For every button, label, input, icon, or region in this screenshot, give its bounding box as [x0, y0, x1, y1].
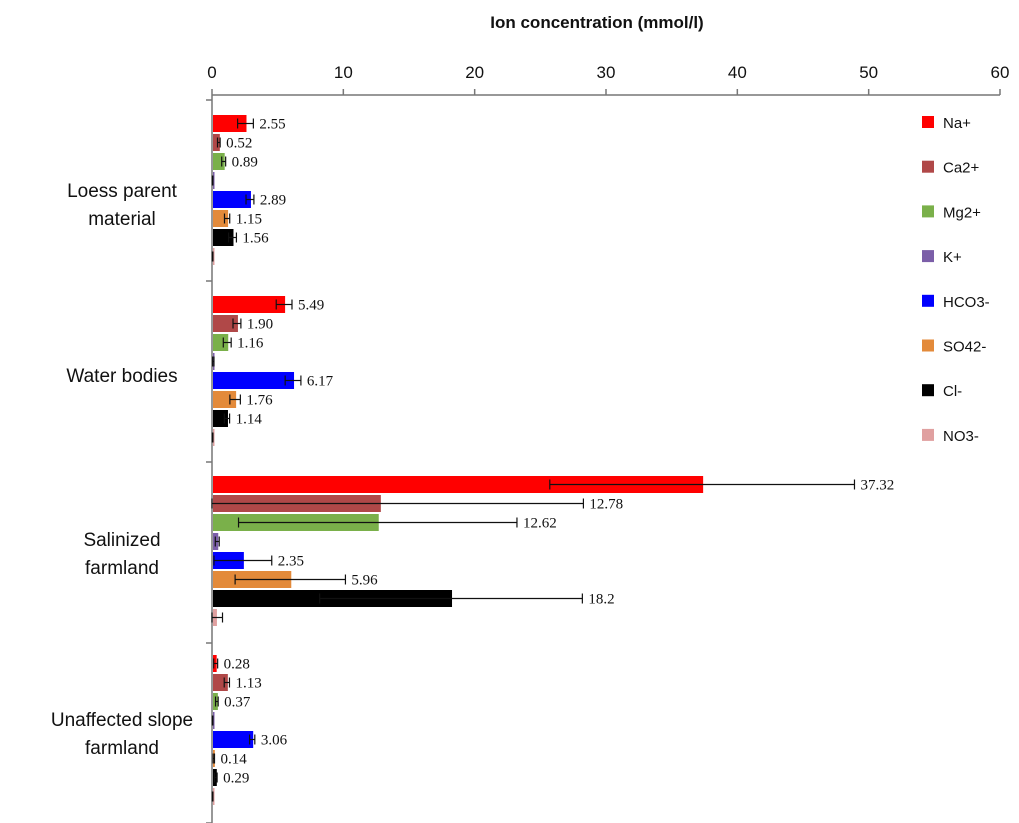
- legend-swatch: [922, 339, 934, 352]
- x-tick-label: 20: [465, 63, 484, 82]
- category-label: Unaffected slope: [51, 710, 193, 731]
- x-tick-label: 60: [991, 63, 1010, 82]
- data-label: 5.49: [298, 298, 324, 314]
- category-label: Salinized: [83, 530, 160, 551]
- axis-title: Ion concentration (mmol/l): [490, 13, 703, 32]
- bar: [213, 172, 215, 189]
- category-label: material: [88, 209, 156, 230]
- bar: [213, 153, 225, 170]
- data-label: 37.32: [860, 478, 894, 494]
- data-label: 2.89: [260, 193, 286, 209]
- data-label: 0.14: [220, 752, 247, 768]
- legend-label: Ca2+: [943, 160, 980, 177]
- data-label: 0.29: [223, 771, 249, 787]
- x-tick-label: 0: [207, 63, 216, 82]
- data-label: 1.15: [236, 212, 262, 228]
- x-axis: 0 10 20 30 40 50 60: [207, 63, 1010, 96]
- data-label: 5.96: [351, 573, 378, 589]
- data-label: 1.76: [246, 393, 273, 409]
- bar: [213, 296, 286, 313]
- data-label: 3.06: [261, 733, 288, 749]
- data-label: 0.89: [232, 155, 258, 171]
- x-tick-label: 10: [334, 63, 353, 82]
- legend: Na+ Ca2+ Mg2+ K+ HCO3- SO42- Cl- NO3-: [922, 115, 990, 445]
- y-axis: Loess parent material Water bodies Salinize…: [51, 95, 213, 823]
- data-label: 18.2: [588, 592, 614, 608]
- x-tick-label: 50: [859, 63, 878, 82]
- data-label: 1.90: [247, 317, 273, 333]
- data-label: 0.37: [224, 695, 251, 711]
- data-label: 0.28: [224, 657, 250, 673]
- legend-label: Cl-: [943, 383, 962, 400]
- legend-label: Mg2+: [943, 204, 981, 221]
- legend-swatch: [922, 250, 934, 263]
- bar: [213, 731, 254, 748]
- category-label: farmland: [85, 558, 159, 579]
- data-label: 0.52: [226, 136, 252, 152]
- bar: [213, 334, 229, 351]
- x-tick-label: 30: [597, 63, 616, 82]
- bar: [213, 315, 238, 332]
- x-tick-label: 40: [728, 63, 747, 82]
- legend-label: Na+: [943, 115, 971, 132]
- data-label: 12.78: [589, 497, 623, 513]
- legend-swatch: [922, 205, 934, 218]
- bar: [213, 372, 295, 389]
- legend-label: K+: [943, 249, 962, 266]
- legend-swatch: [922, 428, 934, 441]
- bar: [213, 134, 220, 151]
- data-label: 12.62: [523, 516, 557, 532]
- data-label: 2.35: [278, 554, 304, 570]
- bar: [213, 429, 215, 446]
- legend-label: NO3-: [943, 428, 979, 445]
- bar: [213, 476, 704, 493]
- bar: [213, 191, 251, 208]
- data-label: 2.55: [259, 117, 285, 133]
- bar: [213, 248, 215, 265]
- legend-swatch: [922, 160, 934, 173]
- data-label: 6.17: [307, 374, 334, 390]
- bars: 2.55 0.52 0.89 2.89 1.15 1.56 5.49 1.90 1.16 6.17…: [211, 115, 894, 805]
- data-label: 1.56: [242, 231, 269, 247]
- category-label: Loess parent: [67, 181, 178, 202]
- data-label: 1.14: [236, 412, 263, 428]
- legend-swatch: [922, 116, 934, 128]
- legend-label: SO42-: [943, 339, 986, 356]
- data-label: 1.13: [235, 676, 261, 692]
- legend-swatch: [922, 384, 934, 397]
- bar: [213, 712, 215, 729]
- legend-swatch: [922, 294, 934, 307]
- data-label: 1.16: [237, 336, 264, 352]
- category-label: farmland: [85, 738, 159, 759]
- bar: [213, 788, 215, 805]
- legend-label: HCO3-: [943, 294, 990, 311]
- category-label: Water bodies: [66, 366, 177, 387]
